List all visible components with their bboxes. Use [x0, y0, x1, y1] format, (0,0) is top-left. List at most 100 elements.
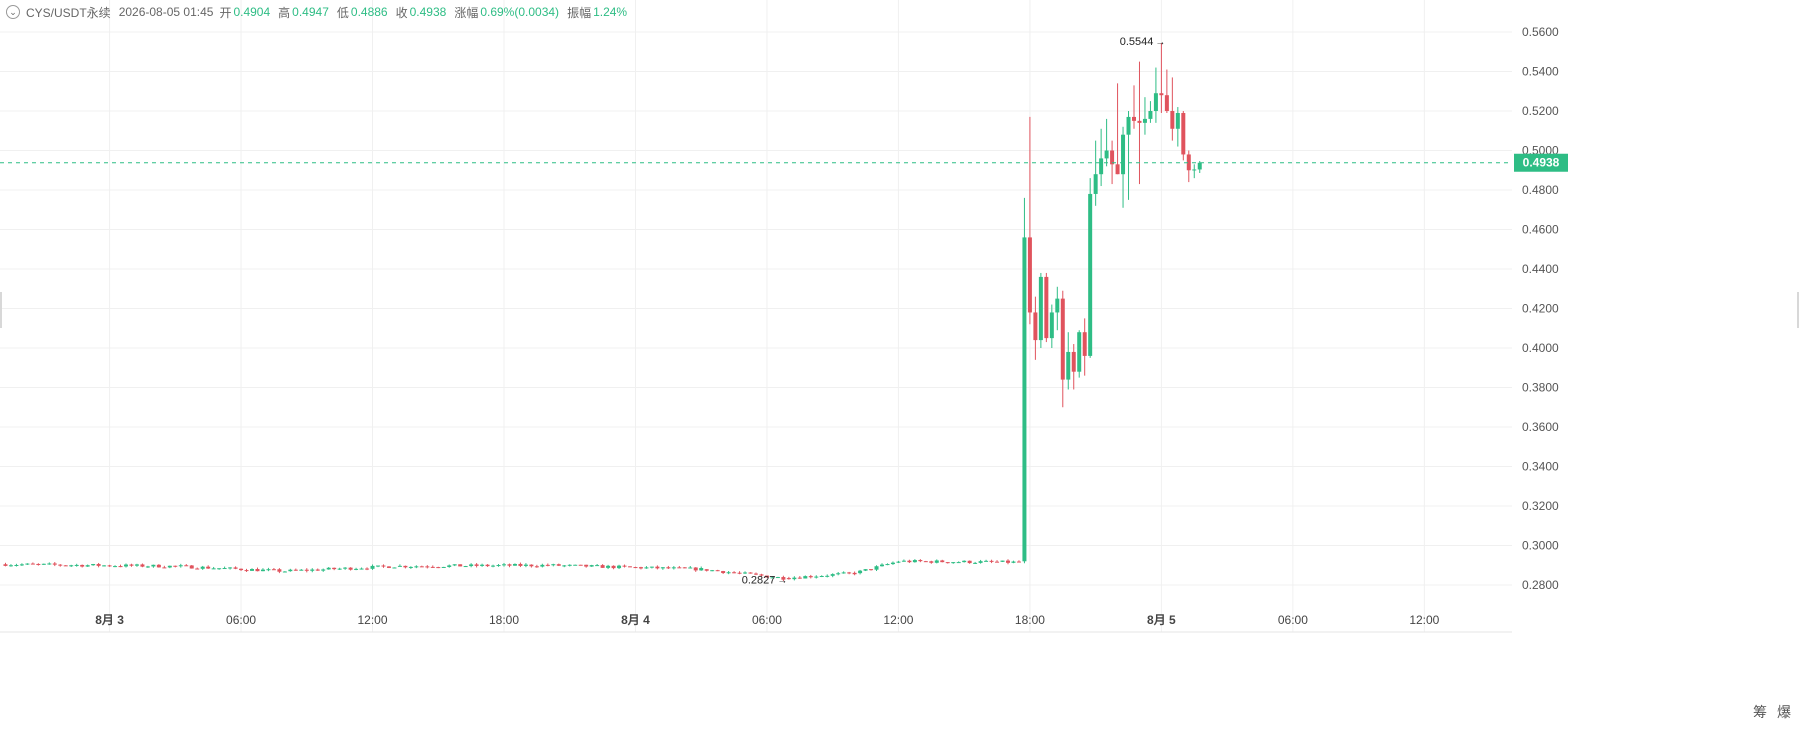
candle-body: [419, 566, 424, 568]
candle-body: [321, 569, 326, 571]
candle-body: [1060, 298, 1065, 380]
candle-body: [1033, 312, 1038, 341]
y-tick-label: 0.3800: [1522, 381, 1559, 395]
candle-body: [206, 566, 211, 569]
candle-body: [1000, 560, 1005, 562]
candle-body: [370, 565, 375, 569]
x-tick-label: 8月 4: [621, 613, 650, 627]
right-resize-handle[interactable]: [1797, 292, 1799, 328]
candle-body: [425, 566, 430, 568]
candle-body: [885, 564, 890, 566]
candle-body: [30, 563, 35, 565]
open-label: 开: [219, 5, 232, 20]
candle-body: [512, 563, 517, 566]
candle-body: [91, 564, 96, 566]
candle-body: [260, 569, 265, 572]
candle-body: [956, 562, 961, 564]
candle-body: [688, 567, 693, 569]
candle-body: [151, 564, 156, 567]
candle-body: [562, 565, 567, 567]
candle-body: [907, 560, 912, 563]
candle-body: [326, 567, 331, 570]
left-resize-handle[interactable]: [0, 292, 2, 328]
candle-body: [929, 561, 934, 563]
symbol-label: CYS/USDT永续: [26, 5, 111, 20]
candle-body: [496, 565, 501, 567]
high-label: 高: [278, 5, 291, 20]
candle-body: [869, 569, 874, 571]
candle-body: [584, 564, 589, 567]
y-tick-label: 0.5600: [1522, 25, 1559, 39]
candle-body: [441, 566, 446, 568]
candle-body: [918, 560, 923, 562]
candle-body: [682, 567, 687, 569]
x-tick-label: 06:00: [1278, 613, 1308, 627]
candle-body: [1038, 276, 1043, 341]
liquidation-button[interactable]: 爆: [1777, 704, 1791, 720]
candle-body: [962, 560, 967, 563]
y-tick-label: 0.3000: [1522, 539, 1559, 553]
candle-body: [825, 575, 830, 577]
annotation-arrow-icon: →: [777, 576, 787, 587]
x-tick-label: 18:00: [1015, 613, 1045, 627]
y-tick-label: 0.4200: [1522, 302, 1559, 316]
candle-body: [1066, 351, 1071, 380]
candle-body: [222, 568, 227, 570]
candle-body: [912, 560, 917, 563]
candle-body: [1181, 112, 1186, 155]
candle-body: [1055, 298, 1060, 313]
candle-body: [836, 573, 841, 575]
candle-body: [408, 566, 413, 568]
candle-body: [595, 565, 600, 567]
candle-body: [397, 565, 402, 567]
candle-body: [1197, 162, 1202, 170]
candle-body: [233, 567, 238, 569]
candle-body: [573, 564, 578, 566]
candle-body: [973, 562, 978, 564]
candle-body: [775, 577, 780, 579]
candle-body: [721, 571, 726, 574]
candle-body: [814, 576, 819, 578]
candle-body: [200, 566, 205, 569]
candle-body: [732, 572, 737, 574]
y-tick-label: 0.4000: [1522, 341, 1559, 355]
x-tick-label: 8月 5: [1147, 613, 1176, 627]
candle-body: [617, 565, 622, 569]
close-value: 0.4938: [409, 5, 447, 19]
last-price-label: 0.4938: [1523, 156, 1560, 170]
candle-body: [1192, 169, 1197, 171]
candle-body: [890, 562, 895, 565]
candle-body: [841, 572, 846, 574]
low-value: 0.4886: [350, 5, 388, 19]
candle-body: [699, 568, 704, 571]
collapse-toggle-icon[interactable]: ⌄: [6, 5, 20, 19]
change-value: 0.69%(0.0034): [480, 5, 560, 19]
candle-body: [1148, 111, 1153, 119]
candle-body: [239, 568, 244, 571]
candle-body: [386, 566, 391, 568]
x-tick-label: 12:00: [358, 613, 388, 627]
candle-body: [529, 564, 534, 567]
candle-body: [315, 569, 320, 571]
candle-body: [786, 578, 791, 580]
x-tick-label: 12:00: [883, 613, 913, 627]
x-tick-label: 06:00: [752, 613, 782, 627]
candle-body: [19, 564, 24, 566]
candle-body: [1082, 332, 1087, 356]
y-tick-label: 0.4800: [1522, 183, 1559, 197]
chip-distribution-button[interactable]: 筹: [1753, 704, 1767, 720]
candle-body: [102, 565, 107, 567]
candle-body: [392, 567, 397, 569]
candle-body: [85, 565, 90, 567]
candle-body: [978, 561, 983, 563]
candle-body: [8, 565, 13, 567]
candle-body: [1044, 276, 1049, 339]
candle-body: [277, 569, 282, 572]
candle-body: [874, 566, 879, 570]
candle-body: [502, 564, 506, 566]
candle-body: [348, 567, 353, 570]
candle-body: [129, 564, 134, 566]
candle-body: [381, 565, 386, 567]
